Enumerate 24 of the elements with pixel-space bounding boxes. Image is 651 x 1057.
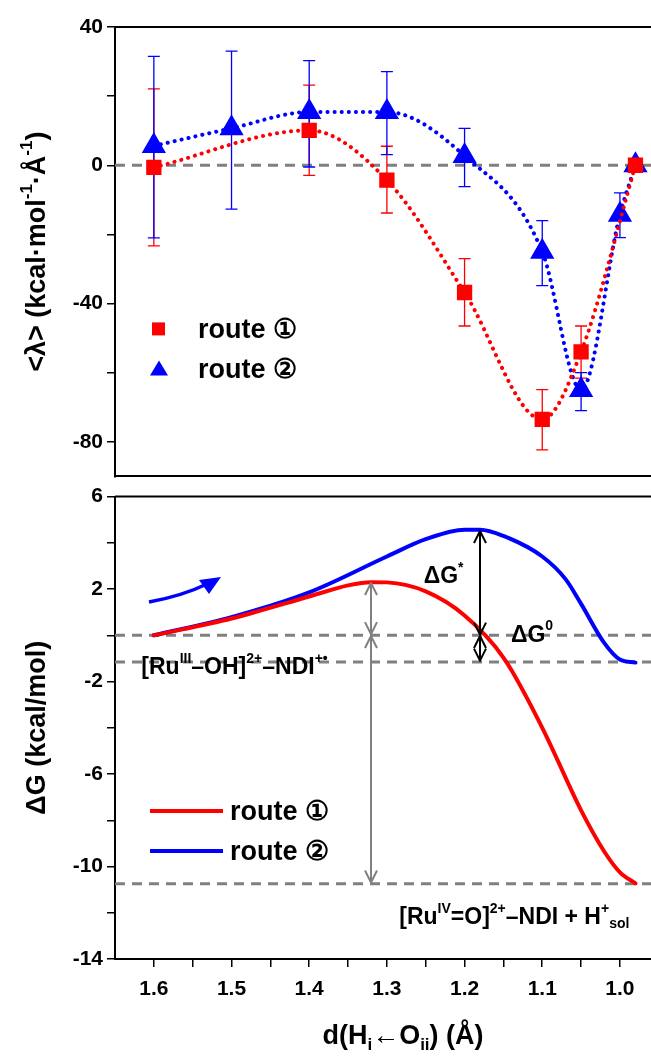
y-tick-label: -40	[72, 290, 103, 314]
y-tick-label: 40	[79, 13, 103, 37]
legend-label: route ①	[198, 313, 298, 344]
y-tick-label: -10	[72, 853, 103, 877]
y-tick-label: -80	[72, 428, 103, 452]
y-tick-label: -2	[84, 668, 103, 692]
x-tick-label: 1.5	[216, 976, 247, 1000]
y-axis-title: <λ> (kcal·mol-1·Å-1)	[17, 131, 52, 372]
y-tick-label: 0	[91, 152, 103, 176]
y-tick-label: 2	[91, 575, 103, 599]
legend-label: route ②	[198, 353, 298, 384]
x-tick-label: 1.2	[449, 976, 480, 1000]
x-tick-label: 1.0	[605, 976, 635, 1000]
legend-label: route ②	[230, 836, 330, 867]
y-tick-label: -6	[84, 760, 103, 784]
legend-label: route ①	[230, 796, 330, 827]
x-tick-label: 1.6	[139, 976, 169, 1000]
annotation: ΔG*	[423, 559, 465, 589]
y-axis-title: ΔG (kcal/mol)	[21, 640, 52, 815]
x-tick-label: 1.1	[527, 976, 558, 1000]
y-tick-label: 6	[91, 483, 103, 507]
y-tick-label: -14	[72, 945, 104, 969]
x-tick-label: 1.4	[294, 976, 325, 1000]
x-tick-label: 1.3	[372, 976, 402, 1000]
